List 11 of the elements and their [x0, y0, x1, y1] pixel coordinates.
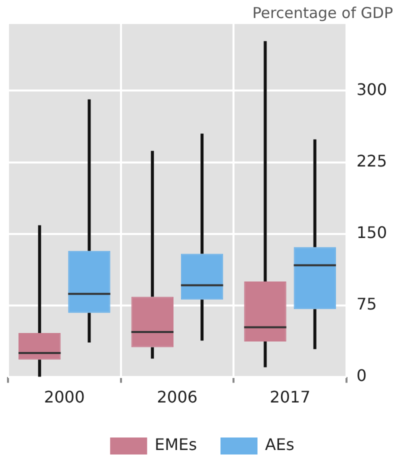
x-tick-label: 2006	[156, 388, 198, 407]
y-tick-label: 300	[356, 80, 388, 99]
legend-label: EMEs	[154, 435, 197, 454]
x-tick-label: 2017	[270, 388, 310, 407]
y-tick-label: 150	[356, 222, 388, 242]
y-axis-title: Percentage of GDP	[252, 4, 393, 22]
legend-label: AEs	[264, 435, 294, 454]
x-tick-label: 2000	[44, 388, 85, 407]
y-tick-label: 0	[356, 366, 367, 385]
y-tick-label: 75	[356, 294, 377, 314]
y-tick-label: 225	[356, 151, 388, 170]
